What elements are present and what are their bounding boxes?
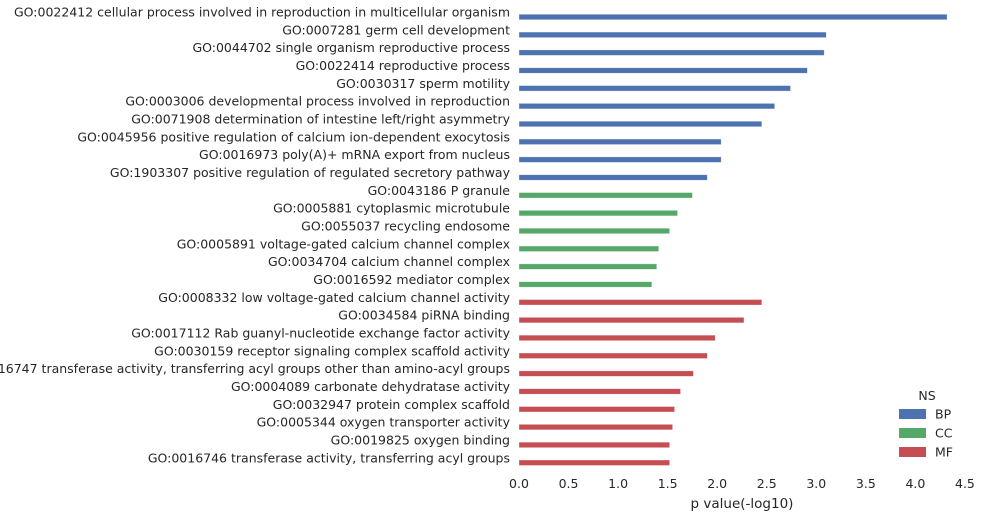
bar-mf [518, 352, 708, 359]
category-label: GO:0017112 Rab guanyl-nucleotide exchang… [131, 325, 510, 340]
category-label: GO:0005891 voltage-gated calcium channel… [177, 236, 510, 251]
x-tick-label: 1.0 [608, 476, 628, 491]
bar-bp [518, 156, 722, 163]
legend-swatch-bp [899, 409, 926, 419]
category-label: GO:0022414 reproductive process [296, 58, 510, 73]
bars-layer [518, 13, 948, 466]
bar-bp [518, 67, 808, 74]
category-label: GO:0030159 receptor signaling complex sc… [154, 343, 510, 358]
legend-label-cc: CC [935, 426, 953, 441]
bar-bp [518, 103, 775, 110]
x-axis-title: p value(-log10) [691, 496, 794, 512]
category-label: GO:0003006 developmental process involve… [125, 94, 510, 109]
category-label: GO:0034704 calcium channel complex [268, 254, 510, 269]
category-label: GO:0030317 sperm motility [336, 76, 510, 91]
legend-swatch-cc [899, 428, 926, 438]
bar-mf [518, 317, 745, 324]
category-label: GO:0044702 single organism reproductive … [192, 40, 510, 55]
bar-mf [518, 424, 673, 431]
x-tick-label: 4.5 [955, 476, 975, 491]
x-tick-label: 2.5 [757, 476, 777, 491]
bar-mf [518, 459, 670, 466]
bar-bp [518, 31, 827, 38]
category-label: GO:0016746 transferase activity, transfe… [148, 450, 510, 465]
bar-cc [518, 281, 653, 288]
category-label: GO:0032947 protein complex scaffold [273, 397, 510, 412]
bar-bp [518, 85, 791, 92]
category-label: GO:1903307 positive regulation of regula… [110, 165, 511, 180]
category-labels: GO:0022412 cellular process involved in … [0, 5, 511, 466]
x-tick-label: 2.0 [707, 476, 727, 491]
bar-cc [518, 210, 678, 217]
category-label: GO:0016592 mediator complex [313, 272, 510, 287]
category-label: GO:0007281 germ cell development [282, 22, 510, 37]
category-label: GO:0005344 oxygen transporter activity [257, 415, 511, 430]
bar-bp [518, 49, 825, 56]
category-label: GO:0004089 carbonate dehydratase activit… [231, 379, 511, 394]
category-label: GO:0019825 oxygen binding [331, 432, 510, 447]
x-axis-ticks: 0.0 0.5 1.0 1.5 2.0 2.5 3.0 3.5 4.0 4.5 [509, 476, 975, 491]
bar-mf [518, 406, 675, 413]
category-label: GO:0005881 cytoplasmic microtubule [273, 201, 510, 216]
bar-cc [518, 245, 660, 252]
x-tick-label: 3.5 [856, 476, 876, 491]
legend-label-bp: BP [935, 407, 952, 422]
legend-swatch-mf [899, 447, 926, 457]
bar-mf [518, 370, 694, 377]
x-tick-label: 0.0 [509, 476, 529, 491]
bar-bp [518, 13, 948, 21]
bar-cc [518, 263, 658, 270]
bar-mf [518, 441, 670, 448]
category-label: GO:0008332 low voltage-gated calcium cha… [158, 290, 510, 305]
x-tick-label: 4.0 [905, 476, 925, 491]
bar-mf [518, 388, 681, 395]
legend-title: NS [918, 388, 935, 403]
x-tick-label: 0.5 [559, 476, 579, 491]
category-label: GO:0022412 cellular process involved in … [14, 5, 510, 20]
bar-cc [518, 192, 693, 199]
x-tick-label: 3.0 [806, 476, 826, 491]
x-tick-label: 1.5 [658, 476, 678, 491]
category-label: GO:0016747 transferase activity, transfe… [0, 361, 510, 376]
category-label: GO:0055037 recycling endosome [301, 218, 510, 233]
bar-cc [518, 227, 670, 235]
bar-bp [518, 120, 763, 128]
legend-label-mf: MF [935, 445, 953, 460]
bar-bp [518, 138, 722, 145]
category-label: GO:0071908 determination of intestine le… [131, 111, 510, 126]
category-label: GO:0045956 positive regulation of calciu… [77, 129, 510, 144]
category-label: GO:0043186 P granule [368, 183, 511, 198]
legend: NS BP CC MF [899, 388, 953, 460]
bar-mf [518, 299, 763, 306]
bar-mf [518, 334, 716, 341]
category-label: GO:0034584 piRNA binding [338, 308, 510, 323]
category-label: GO:0016973 poly(A)+ mRNA export from nuc… [199, 147, 510, 162]
bar-bp [518, 174, 708, 181]
